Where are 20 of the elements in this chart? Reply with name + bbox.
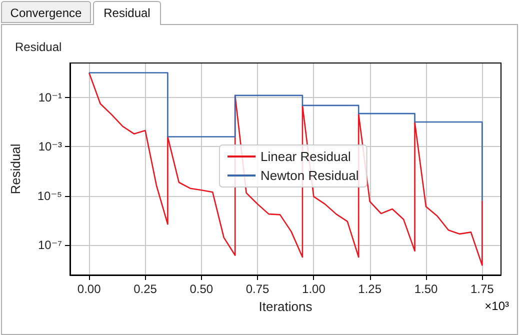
x-tick-label: 0.50 bbox=[190, 282, 214, 296]
x-tick-label: 1.50 bbox=[414, 282, 438, 296]
x-tick-label: 1.75 bbox=[470, 282, 494, 296]
text: Residual bbox=[93, 1, 161, 25]
x-tick-label: 0.25 bbox=[134, 282, 158, 296]
x-tick-label: 1.00 bbox=[302, 282, 326, 296]
y-tick-label: 10⁻³ bbox=[38, 140, 62, 154]
y-tick-label: 10⁻⁵ bbox=[37, 188, 62, 203]
x-axis-title: Iterations bbox=[258, 298, 313, 314]
y-tick-label: 10⁻⁷ bbox=[38, 238, 62, 252]
legend-label: Linear Residual bbox=[260, 149, 351, 164]
y-tick-label: 10⁻¹ bbox=[38, 90, 62, 104]
y-axis-title: Residual bbox=[8, 144, 23, 194]
x-tick-label: 1.25 bbox=[358, 282, 382, 296]
text: Convergence bbox=[1, 1, 91, 23]
x-tick-label: 0.00 bbox=[77, 282, 102, 296]
chart-title: Residual bbox=[15, 40, 62, 54]
legend-label: Newton Residual bbox=[260, 168, 359, 183]
text: ×10³ bbox=[484, 299, 510, 313]
x-tick-label: 0.75 bbox=[246, 282, 270, 296]
